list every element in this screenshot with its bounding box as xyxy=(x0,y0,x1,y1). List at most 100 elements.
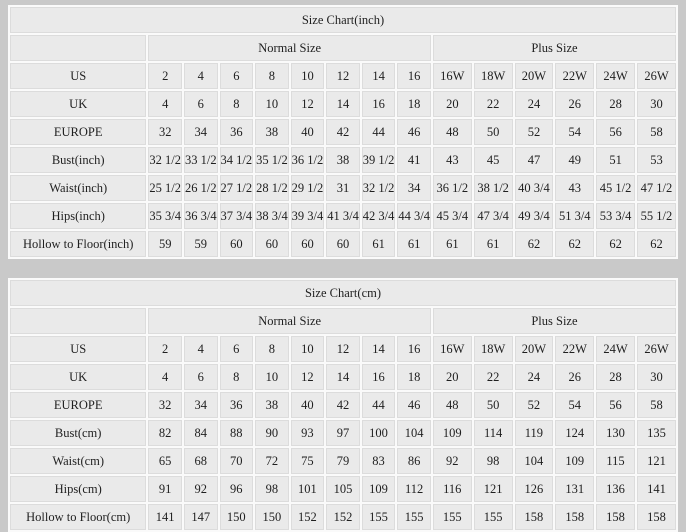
table-cell: 50 xyxy=(473,392,513,418)
table-row: Hollow to Floor(cm) 141 147 150 150 152 152 155… xyxy=(10,504,676,530)
row-label: EUROPE xyxy=(10,119,147,145)
column-group-row: Normal Size Plus Size xyxy=(10,308,676,334)
table-row: US 2 4 6 8 10 12 14 16 16W 18W 20W 22W 24W 26W xyxy=(10,336,676,362)
plus-size-header: Plus Size xyxy=(432,35,676,61)
table-cell: 109 xyxy=(432,420,472,446)
table-cell: 121 xyxy=(636,448,676,474)
table-cell: 16W xyxy=(432,63,472,89)
table-cell: 36 3/4 xyxy=(183,203,218,229)
table-cell: 4 xyxy=(148,364,182,390)
table-row: EUROPE 32 34 36 38 40 42 44 46 48 50 52 54 56 58 xyxy=(10,392,676,418)
table-cell: 39 1/2 xyxy=(361,147,396,173)
table-cell: 41 xyxy=(397,147,431,173)
table-cell: 158 xyxy=(555,504,595,530)
table-cell: 22W xyxy=(555,336,595,362)
table-cell: 35 3/4 xyxy=(148,203,182,229)
table-cell: 42 3/4 xyxy=(361,203,396,229)
table-cell: 62 xyxy=(636,231,676,257)
table-cell: 60 xyxy=(219,231,254,257)
table-cell: 14 xyxy=(361,336,396,362)
table-cell: 46 xyxy=(397,392,431,418)
table-cell: 126 xyxy=(514,476,554,502)
table-cell: 147 xyxy=(183,504,218,530)
table-cell: 6 xyxy=(219,336,254,362)
table-cell: 8 xyxy=(255,63,289,89)
table-cell: 62 xyxy=(596,231,635,257)
table-cell: 104 xyxy=(397,420,431,446)
table-cell: 34 1/2 xyxy=(219,147,254,173)
table-cell: 42 xyxy=(326,392,360,418)
table-cell: 114 xyxy=(473,420,513,446)
table-cell: 150 xyxy=(219,504,254,530)
table-cell: 6 xyxy=(183,91,218,117)
table-cell: 49 3/4 xyxy=(514,203,554,229)
table-cell: 4 xyxy=(183,336,218,362)
table-cell: 96 xyxy=(219,476,254,502)
table-cell: 82 xyxy=(148,420,182,446)
table-cell: 47 xyxy=(514,147,554,173)
table-cell: 61 xyxy=(397,231,431,257)
table-cell: 86 xyxy=(397,448,431,474)
row-label: Hollow to Floor(cm) xyxy=(10,504,147,530)
table-cell: 8 xyxy=(219,91,254,117)
table-cell: 36 1/2 xyxy=(290,147,325,173)
table-row: Waist(inch) 25 1/2 26 1/2 27 1/2 28 1/2 29 1/… xyxy=(10,175,676,201)
table-cell: 61 xyxy=(432,231,472,257)
table-cell: 84 xyxy=(183,420,218,446)
table-cell: 26W xyxy=(636,336,676,362)
table-cell: 38 xyxy=(255,392,289,418)
table-cell: 61 xyxy=(361,231,396,257)
table-cell: 24W xyxy=(596,336,635,362)
table-cell: 24 xyxy=(514,91,554,117)
table-cell: 2 xyxy=(148,63,182,89)
table-cell: 98 xyxy=(473,448,513,474)
row-label: Hollow to Floor(inch) xyxy=(10,231,147,257)
table-row: UK 4 6 8 10 12 14 16 18 20 22 24 26 28 30 xyxy=(10,364,676,390)
table-cell: 158 xyxy=(514,504,554,530)
table-cell: 22 xyxy=(473,364,513,390)
table-cell: 152 xyxy=(326,504,360,530)
table-cell: 53 xyxy=(636,147,676,173)
table-cell: 115 xyxy=(596,448,635,474)
table-cell: 27 1/2 xyxy=(219,175,254,201)
table-title: Size Chart(cm) xyxy=(10,280,676,306)
table-cell: 38 xyxy=(326,147,360,173)
table-cell: 98 xyxy=(255,476,289,502)
table-cell: 72 xyxy=(255,448,289,474)
row-label: UK xyxy=(10,91,147,117)
table-cell: 44 3/4 xyxy=(397,203,431,229)
table-cell: 83 xyxy=(361,448,396,474)
normal-size-header: Normal Size xyxy=(148,35,431,61)
row-label: Hips(inch) xyxy=(10,203,147,229)
row-label: US xyxy=(10,336,147,362)
table-cell: 26 xyxy=(555,91,595,117)
size-chart-inch: Size Chart(inch) Normal Size Plus Size U… xyxy=(8,5,678,259)
table-cell: 26 xyxy=(555,364,595,390)
table-cell: 28 1/2 xyxy=(255,175,289,201)
table-cell: 8 xyxy=(255,336,289,362)
table-cell: 121 xyxy=(473,476,513,502)
table-cell: 12 xyxy=(290,91,325,117)
table-cell: 54 xyxy=(555,119,595,145)
table-cell: 18 xyxy=(397,364,431,390)
table-title-row: Size Chart(cm) xyxy=(10,280,676,306)
table-cell: 65 xyxy=(148,448,182,474)
column-group-row: Normal Size Plus Size xyxy=(10,35,676,61)
table-cell: 2 xyxy=(148,336,182,362)
table-cell: 32 xyxy=(148,392,182,418)
table-cell: 97 xyxy=(326,420,360,446)
table-cell: 25 1/2 xyxy=(148,175,182,201)
table-cell: 58 xyxy=(636,119,676,145)
table-cell: 28 xyxy=(596,364,635,390)
table-cell: 158 xyxy=(636,504,676,530)
table-cell: 135 xyxy=(636,420,676,446)
table-cell: 130 xyxy=(596,420,635,446)
table-cell: 16 xyxy=(397,336,431,362)
table-cell: 28 xyxy=(596,91,635,117)
table-cell: 92 xyxy=(183,476,218,502)
table-title-row: Size Chart(inch) xyxy=(10,7,676,33)
table-cell: 40 3/4 xyxy=(514,175,554,201)
table-row: EUROPE 32 34 36 38 40 42 44 46 48 50 52 54 56 58 xyxy=(10,119,676,145)
plus-size-header: Plus Size xyxy=(432,308,676,334)
table-cell: 30 xyxy=(636,364,676,390)
